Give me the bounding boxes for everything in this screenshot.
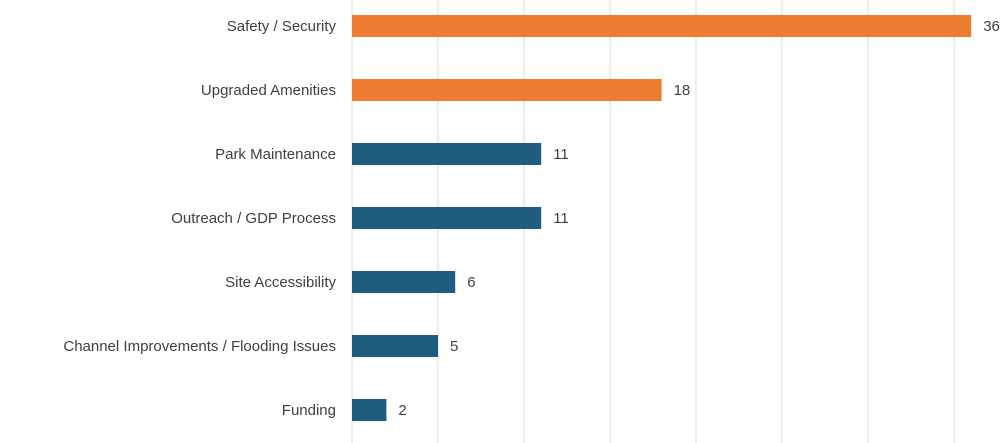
- bar: [352, 335, 438, 357]
- data-label: 6: [467, 274, 475, 291]
- category-label: Channel Improvements / Flooding Issues: [63, 338, 336, 355]
- data-label: 2: [398, 402, 406, 419]
- category-labels: Safety / Security Upgraded Amenities Park …: [63, 18, 336, 419]
- value-labels: 36 18 11 11 6 5 2: [398, 18, 999, 419]
- bars: [352, 15, 972, 421]
- data-label: 5: [450, 338, 458, 355]
- category-label: Outreach / GDP Process: [171, 210, 336, 227]
- category-label: Safety / Security: [227, 18, 337, 35]
- category-label: Funding: [282, 402, 336, 419]
- category-label: Site Accessibility: [225, 274, 336, 291]
- bar: [352, 15, 972, 37]
- bar: [352, 271, 456, 293]
- data-label: 36: [983, 18, 1000, 35]
- bar: [352, 143, 542, 165]
- bar: [352, 399, 387, 421]
- data-label: 11: [553, 146, 569, 163]
- bar: [352, 79, 662, 101]
- category-label: Upgraded Amenities: [201, 82, 336, 99]
- data-label: 18: [674, 82, 691, 99]
- bar: [352, 207, 542, 229]
- category-label: Park Maintenance: [215, 146, 336, 163]
- data-label: 11: [553, 210, 569, 227]
